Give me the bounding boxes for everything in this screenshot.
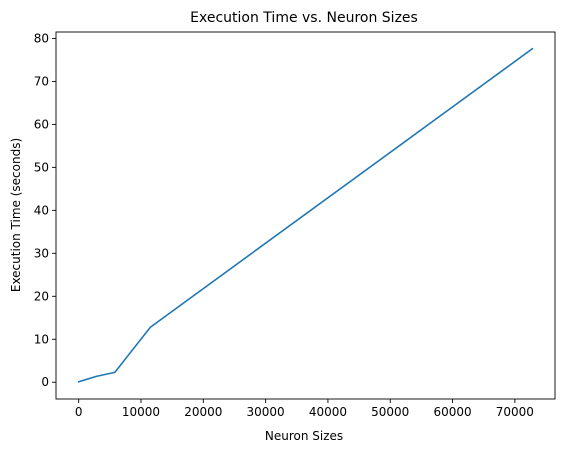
y-tick-label: 80 [34,31,49,45]
x-tick-label: 20000 [184,405,222,419]
plot-area [55,31,556,400]
x-tick-label: 10000 [122,405,160,419]
x-tick-label: 50000 [371,405,409,419]
x-tick-label: 60000 [433,405,471,419]
y-axis-ticks: 0 10 20 30 40 50 60 70 80 [34,31,56,389]
y-tick-label: 70 [34,74,49,88]
x-axis-label: Neuron Sizes [265,429,343,443]
x-tick-label: 70000 [496,405,534,419]
y-tick-label: 40 [34,203,49,217]
x-tick-label: 40000 [309,405,347,419]
y-tick-label: 50 [34,160,49,174]
y-tick-label: 20 [34,289,49,303]
chart-title: Execution Time vs. Neuron Sizes [190,10,418,26]
x-axis-ticks: 0 10000 20000 30000 40000 50000 60000 70000 [75,399,534,419]
y-tick-label: 0 [41,375,49,389]
x-tick-label: 30000 [247,405,285,419]
series-line-0 [77,47,534,383]
y-tick-label: 10 [34,332,49,346]
y-tick-label: 60 [34,117,49,131]
y-axis-label: Execution Time (seconds) [9,138,23,292]
y-tick-label: 30 [34,246,49,260]
axes-frame [55,31,556,400]
x-tick-label: 0 [75,405,83,419]
